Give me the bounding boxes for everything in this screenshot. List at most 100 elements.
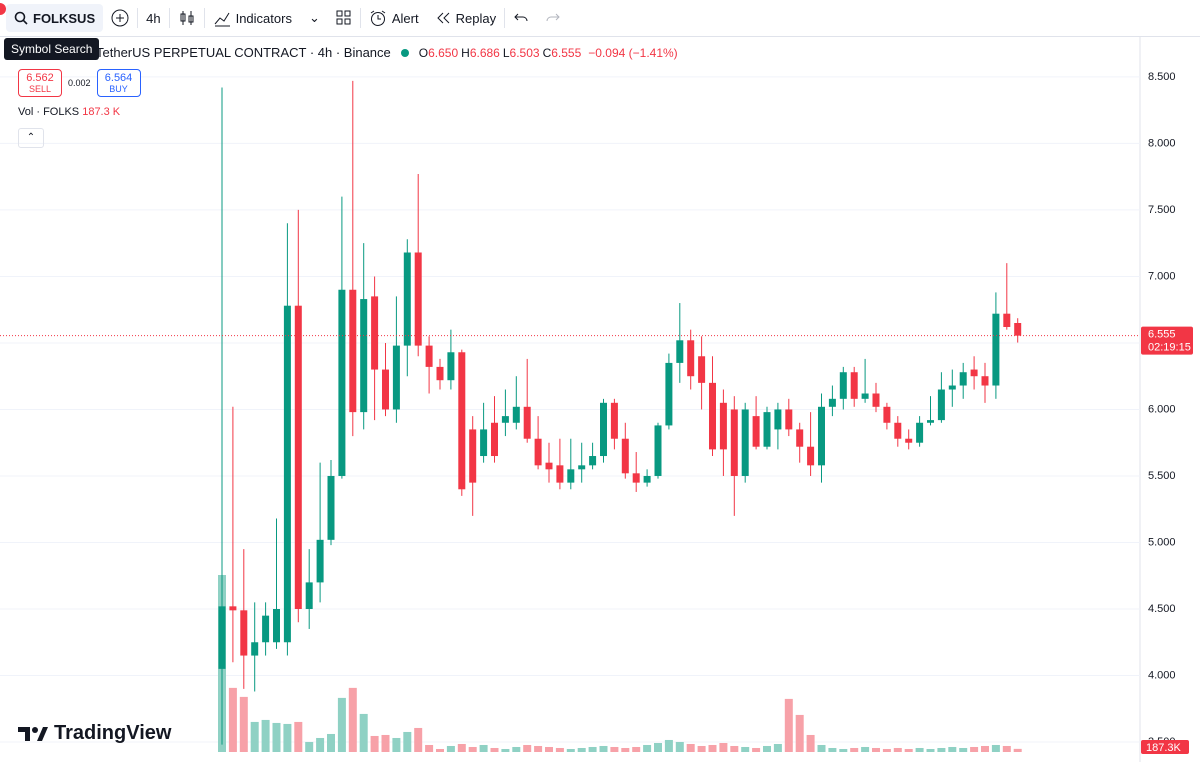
alert[interactable]: Alert [361,0,427,36]
candle-body [676,340,684,363]
separator [504,8,506,28]
candle-body [371,296,379,370]
volume-bar [348,687,357,752]
candle-body [916,422,924,443]
volume-bar [664,739,673,752]
buy-text: BUY [109,84,128,94]
redo-icon [546,13,560,22]
volume-bar [588,746,597,752]
buy-button[interactable]: 6.564 BUY [96,69,141,97]
volume-bar [425,744,434,752]
chart-type[interactable] [170,0,204,36]
candle-body [1014,323,1022,336]
candle-body [578,465,586,470]
candle-body [709,382,716,450]
volume-bar [893,747,902,752]
sell-price: 6.562 [26,72,54,84]
candle-body [687,340,695,377]
ohlc-key: H [461,45,470,60]
candle-body [491,422,498,457]
candle-body [937,389,945,421]
volume-bar [1013,748,1022,752]
candle-body [436,366,444,381]
candle-body [240,610,248,656]
candle-body [632,473,640,483]
candle-body [316,539,324,583]
y-tick-label: 8.000 [1148,137,1176,149]
volume-axis-box [1141,740,1189,754]
volume-bar [359,713,368,752]
last-price-label: 6.555 [1148,329,1176,341]
templates[interactable] [328,0,360,36]
volume-bar [610,746,619,752]
candle-body [807,446,815,466]
candle-body [294,305,302,609]
volume-bar [784,698,793,752]
candle-body [643,475,651,483]
indicators-text: Indicators [235,10,292,26]
volume-bar [468,746,477,752]
volume-bar [272,722,281,752]
y-tick-label: 6.000 [1148,403,1176,415]
indicators[interactable]: Indicators ⌄ [205,0,328,36]
volume-bar [370,735,379,752]
volume-bar [697,745,706,752]
volume-bar [381,734,390,752]
volume-legend: Vol · FOLKS 187.3 K [18,106,120,118]
candle-body [425,345,433,367]
dropdown: ⌄ [308,10,320,25]
volume-axis-label: 187.3K [1146,742,1182,754]
candle-body [719,402,727,450]
volume-bar [817,744,826,752]
interval[interactable]: 4h [138,0,168,36]
volume-bar [534,745,543,752]
candle-body [305,582,313,609]
trade-buttons: 6.562 SELL 0.002 6.564 BUY [18,69,141,97]
volume-bar [545,746,553,752]
candle-body [752,416,760,447]
candle-body [262,615,270,643]
replay-text: Replay [455,10,497,26]
volume-bar [904,748,913,752]
volume-bar [654,742,662,752]
symbol-search[interactable]: FOLKSUS [6,4,104,32]
redo[interactable] [537,0,569,36]
ohlc-value: 6.503 [509,45,540,60]
volume-bar [970,746,979,752]
volume-bar [523,744,532,752]
candle-body [665,362,673,426]
candle-body [610,402,618,439]
candle-body [785,409,793,430]
volume-bar [457,743,466,752]
volume-bar [566,748,575,752]
collapse-button[interactable]: ⌃ [18,128,44,148]
candle-body [458,352,466,490]
undo[interactable] [505,0,537,36]
candle-body [927,420,934,423]
alert-icon [370,10,386,26]
volume-bar [316,737,325,752]
volume-bar [261,719,270,752]
volume-bar [937,747,946,752]
compare[interactable] [103,0,137,36]
volume-bar [850,747,859,752]
candle-body [523,406,531,439]
y-tick-label: 4.500 [1148,603,1176,615]
separator [137,8,139,28]
ohlc-item: O6.650 [419,46,458,60]
volume-bar [392,737,401,752]
candle-body [480,429,488,457]
sell-button[interactable]: 6.562 SELL [18,69,62,97]
candle-body [501,416,509,423]
volume-bar [839,748,848,752]
change: −0.094 (−1.41%) [588,45,678,60]
ohlc-item: L6.503 [503,46,540,60]
volume-bar [228,687,237,752]
replay[interactable]: Replay [427,0,504,36]
volume-bar [479,744,488,752]
candle-body [512,406,520,423]
volume-bar [501,748,510,752]
status-dot [400,48,409,57]
tooltip: Symbol Search [4,38,100,60]
